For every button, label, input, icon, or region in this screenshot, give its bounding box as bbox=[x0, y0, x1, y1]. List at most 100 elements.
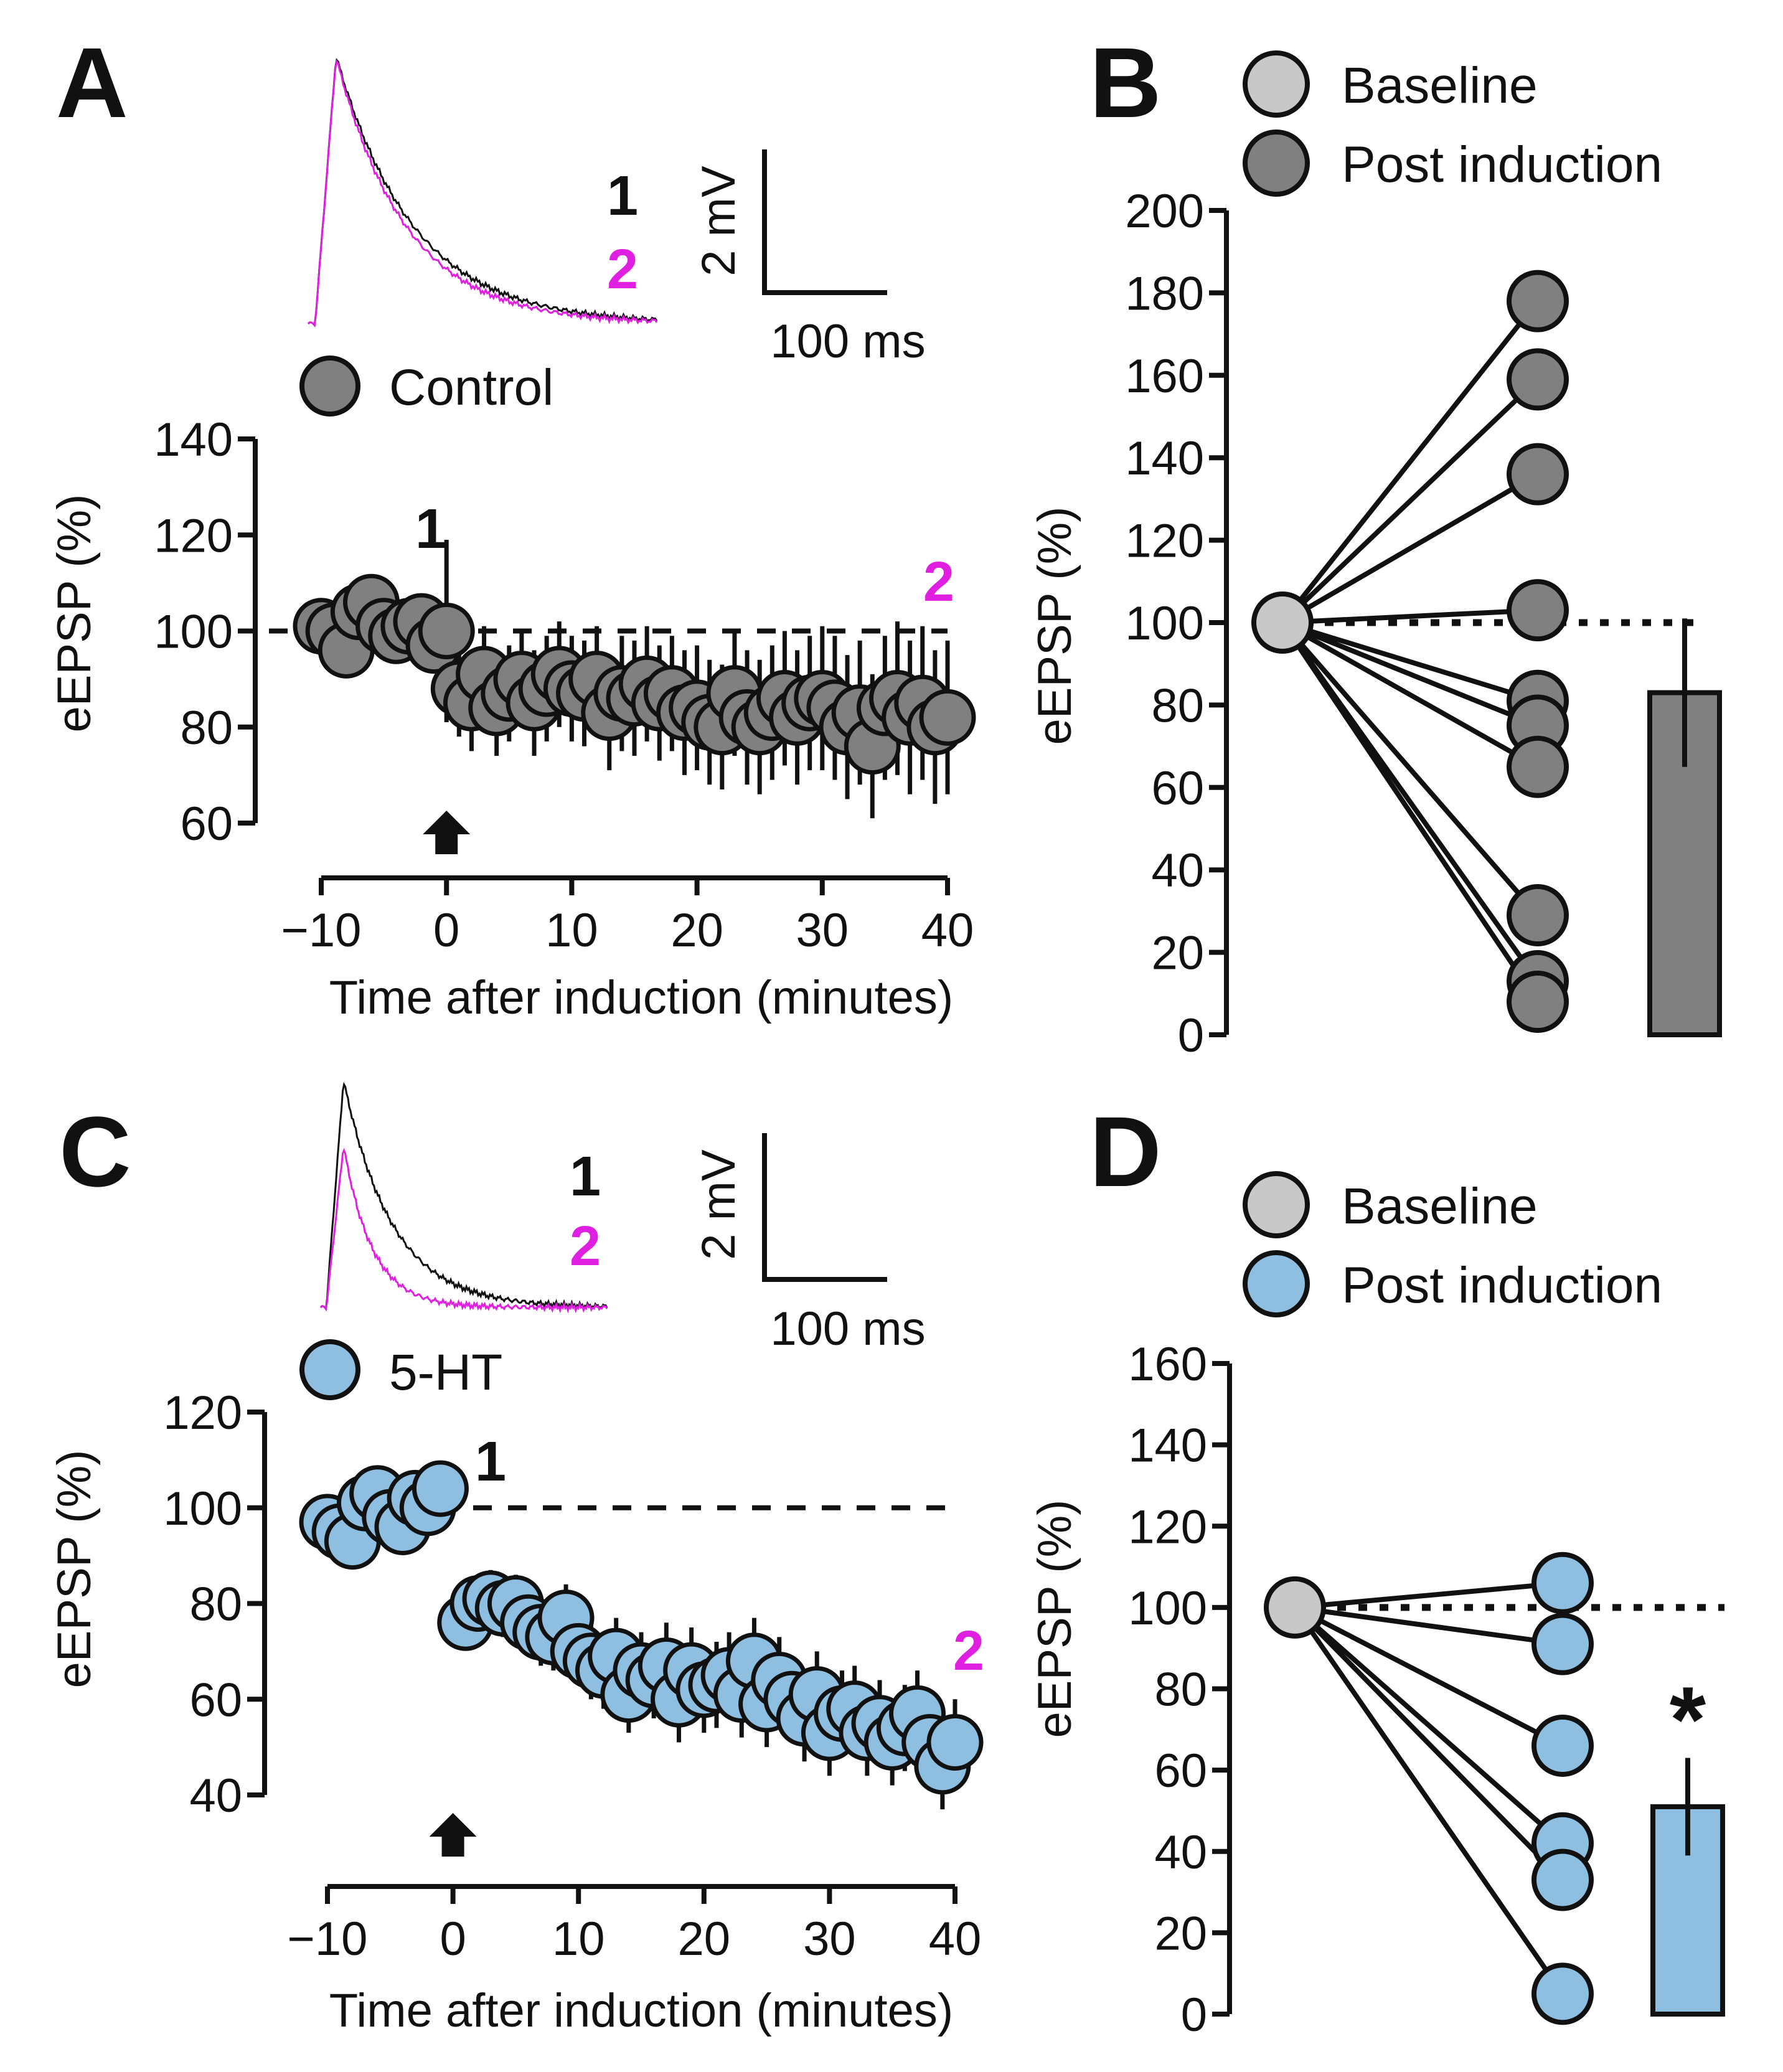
y-tick-label: 60 bbox=[189, 1674, 242, 1726]
y-tick-label: 0 bbox=[1178, 1009, 1204, 1062]
post-induction-point bbox=[1507, 971, 1569, 1034]
x-tick-label: 0 bbox=[433, 904, 459, 957]
y-tick-label: 120 bbox=[154, 509, 233, 562]
y-tick-label: 60 bbox=[1151, 762, 1204, 815]
post-induction-point bbox=[1531, 1613, 1594, 1675]
post-induction-point bbox=[1531, 1552, 1594, 1614]
baseline-point bbox=[1251, 591, 1314, 654]
y-axis-title-a: eEPSP (%) bbox=[48, 494, 101, 733]
connector-line bbox=[1280, 299, 1540, 624]
scale-bar: 2 mV 100 ms bbox=[692, 149, 926, 368]
y-axis-title-d: eEPSP (%) bbox=[1028, 1500, 1081, 1738]
y-tick-label: 80 bbox=[180, 702, 233, 755]
y-tick-label: 180 bbox=[1125, 267, 1204, 320]
y-tick-label: 100 bbox=[1125, 597, 1204, 650]
y-tick-label: 120 bbox=[163, 1387, 242, 1439]
x-tick-label: −10 bbox=[281, 904, 362, 957]
point-label-1: 1 bbox=[415, 498, 446, 560]
summary-plot-d: 0 20 40 60 80 100 120 140 160 * bbox=[1128, 1338, 1725, 2041]
legend-post-label: Post induction bbox=[1342, 136, 1662, 193]
point-label-1: 1 bbox=[475, 1431, 506, 1493]
y-tick-label: 160 bbox=[1128, 1338, 1207, 1391]
traces-a bbox=[308, 58, 658, 327]
y-tick-label: 20 bbox=[1154, 1907, 1207, 1960]
legend-control-label: Control bbox=[389, 359, 553, 416]
post-induction-point bbox=[1507, 443, 1569, 506]
connector-line bbox=[1293, 1605, 1564, 1845]
y-tick-label: 40 bbox=[1151, 844, 1204, 897]
panel-letter-d: D bbox=[1089, 1096, 1162, 1207]
legend-post-marker bbox=[1243, 130, 1310, 197]
y-tick-label: 140 bbox=[1125, 432, 1204, 485]
x-axis-title-a: Time after induction (minutes) bbox=[329, 971, 953, 1024]
connector-line bbox=[1280, 621, 1540, 1004]
y-tick-label: 140 bbox=[154, 413, 233, 466]
y-axis-title-c: eEPSP (%) bbox=[48, 1450, 101, 1688]
scale-bar: 2 mV 100 ms bbox=[692, 1133, 926, 1355]
panel-d: D Baseline Post induction 0 20 40 60 80 100 12… bbox=[1028, 1096, 1725, 2041]
induction-arrow bbox=[429, 1813, 477, 1857]
trace-label-2: 2 bbox=[570, 1215, 601, 1278]
y-tick-label: 20 bbox=[1151, 927, 1204, 980]
x-tick-label: 20 bbox=[670, 904, 723, 957]
scale-voltage-label: 2 mV bbox=[692, 1149, 745, 1260]
panel-letter-c: C bbox=[59, 1096, 131, 1207]
data-point bbox=[919, 689, 976, 746]
y-tick-label: 80 bbox=[189, 1578, 242, 1631]
y-tick-label: 60 bbox=[180, 798, 233, 850]
legend-baseline-marker bbox=[1243, 1171, 1310, 1238]
legend-baseline-label: Baseline bbox=[1342, 57, 1538, 114]
legend-post-label: Post induction bbox=[1342, 1257, 1662, 1314]
induction-arrow bbox=[423, 811, 471, 854]
y-tick-label: 200 bbox=[1125, 185, 1204, 238]
summary-plot-b: 0 20 40 60 80 100 120 140 160 180 200 bbox=[1125, 185, 1722, 1062]
x-tick-label: 30 bbox=[796, 904, 849, 957]
trace-label-2: 2 bbox=[607, 238, 638, 301]
x-axis-title-c: Time after induction (minutes) bbox=[329, 1984, 953, 2037]
y-tick-label: 120 bbox=[1128, 1500, 1207, 1553]
baseline-point bbox=[1264, 1576, 1326, 1639]
data-point bbox=[926, 1713, 984, 1771]
legend-control-marker bbox=[299, 356, 360, 417]
y-tick-label: 160 bbox=[1125, 350, 1204, 403]
y-axis-title-b: eEPSP (%) bbox=[1028, 507, 1081, 745]
legend-5ht-label: 5-HT bbox=[389, 1344, 502, 1401]
point-label-2: 2 bbox=[953, 1620, 984, 1682]
post-induction-point bbox=[1507, 270, 1569, 332]
post-induction-point bbox=[1531, 1848, 1594, 1911]
y-tick-label: 100 bbox=[163, 1482, 242, 1535]
timecourse-plot-c: 40 60 80 100 120 −10 0 10 20 30 40 bbox=[163, 1387, 984, 1966]
x-tick-label: 40 bbox=[929, 1913, 982, 1966]
trace-2 bbox=[319, 1147, 608, 1314]
panel-letter-a: A bbox=[56, 27, 128, 138]
connector-line bbox=[1294, 1580, 1563, 1610]
legend-post-marker bbox=[1243, 1250, 1310, 1317]
y-tick-label: 40 bbox=[189, 1769, 242, 1822]
x-tick-label: −10 bbox=[288, 1913, 368, 1966]
panel-b: B Baseline Post induction 0 20 40 60 80 100 12… bbox=[1028, 27, 1722, 1062]
y-tick-label: 140 bbox=[1128, 1420, 1207, 1472]
x-tick-label: 40 bbox=[921, 904, 974, 957]
trace-2 bbox=[308, 59, 658, 327]
connector-line bbox=[1281, 472, 1540, 625]
timecourse-plot-a: 60 80 100 120 140 −10 0 10 20 30 40 bbox=[154, 413, 976, 957]
y-tick-label: 0 bbox=[1181, 1989, 1207, 2041]
connector-line bbox=[1280, 621, 1540, 917]
post-induction-point bbox=[1531, 1962, 1594, 2025]
scale-voltage-label: 2 mV bbox=[692, 166, 745, 276]
connector-line bbox=[1293, 1606, 1564, 1882]
post-induction-point bbox=[1507, 735, 1569, 798]
trace-1 bbox=[308, 58, 658, 327]
legend-baseline-label: Baseline bbox=[1342, 1178, 1538, 1235]
x-tick-label: 0 bbox=[440, 1913, 466, 1966]
y-tick-label: 120 bbox=[1125, 515, 1204, 568]
x-tick-label: 30 bbox=[803, 1913, 856, 1966]
y-tick-label: 80 bbox=[1154, 1664, 1207, 1716]
data-point bbox=[412, 1460, 469, 1517]
connector-line bbox=[1281, 620, 1539, 728]
connector-line bbox=[1294, 1605, 1564, 1748]
connector-line bbox=[1281, 620, 1539, 704]
post-induction-point bbox=[1507, 884, 1569, 947]
connector-line bbox=[1294, 1604, 1563, 1647]
